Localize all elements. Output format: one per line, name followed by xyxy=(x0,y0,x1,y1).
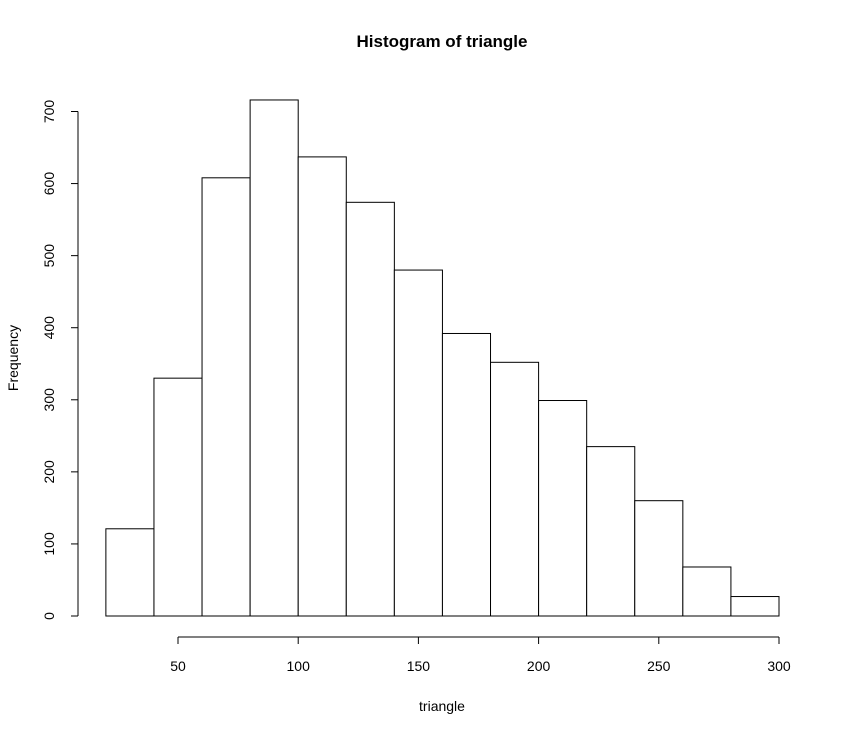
x-axis-label: triangle xyxy=(419,698,465,714)
histogram-bar xyxy=(393,269,443,617)
histogram-bar xyxy=(105,528,155,617)
histogram-bar xyxy=(297,156,347,617)
histogram-bar xyxy=(490,361,540,617)
y-tick-label: 500 xyxy=(41,244,57,268)
y-axis-label: Frequency xyxy=(5,325,21,391)
histogram-bar xyxy=(201,177,251,617)
y-tick-label: 200 xyxy=(41,460,57,484)
x-tick-label: 50 xyxy=(170,658,186,674)
histogram-bar xyxy=(249,99,299,617)
y-tick-label: 300 xyxy=(41,388,57,412)
x-tick-label: 200 xyxy=(527,658,551,674)
histogram-bar xyxy=(538,400,588,617)
bars-group xyxy=(105,99,780,617)
x-tick-label: 150 xyxy=(407,658,431,674)
histogram-bar xyxy=(153,377,203,617)
y-tick-label: 700 xyxy=(41,100,57,124)
y-tick-label: 400 xyxy=(41,316,57,340)
y-tick-label: 100 xyxy=(41,532,57,556)
histogram-bar xyxy=(345,201,395,617)
y-axis: 0 100 200 300 400 500 600 700 xyxy=(41,100,79,620)
histogram-bar xyxy=(730,596,780,617)
y-tick-label: 0 xyxy=(41,612,57,620)
y-tick-label: 600 xyxy=(41,172,57,196)
histogram-bar xyxy=(441,332,492,617)
chart-title: Histogram of triangle xyxy=(357,32,528,51)
histogram-bar xyxy=(682,566,732,617)
x-tick-label: 250 xyxy=(647,658,671,674)
x-axis: 50 100 150 200 250 300 xyxy=(170,636,791,674)
x-tick-label: 300 xyxy=(767,658,791,674)
histogram-bar xyxy=(586,446,636,617)
x-tick-label: 100 xyxy=(287,658,311,674)
histogram-bar xyxy=(634,500,684,617)
